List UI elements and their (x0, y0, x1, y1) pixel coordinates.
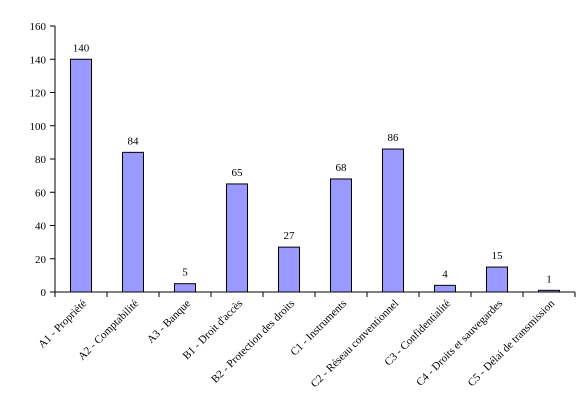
data-label: 140 (73, 42, 90, 54)
category-label: C4 - Droits et sauvegardes (414, 298, 505, 389)
y-tick-label: 0 (41, 287, 47, 299)
y-tick-label: 120 (30, 88, 47, 100)
category-label: C5 - Délai de transmission (466, 297, 558, 389)
y-tick-label: 40 (35, 221, 47, 233)
category-label: C2 - Réseau conventionnel (309, 298, 402, 391)
bar (71, 59, 92, 292)
data-label: 84 (128, 135, 140, 147)
bar (383, 149, 404, 292)
y-tick-label: 80 (35, 154, 47, 166)
data-label: 1 (546, 273, 552, 285)
bar (487, 267, 508, 292)
y-axis: 0 20 40 60 80 100 120 140 160 (30, 21, 56, 299)
data-label: 68 (336, 162, 348, 174)
category-label: A1 - Propriété (36, 298, 89, 351)
data-label: 86 (388, 132, 400, 144)
bar (539, 290, 560, 292)
x-axis (55, 292, 575, 297)
data-label: 65 (232, 167, 244, 179)
data-label: 5 (182, 267, 188, 279)
bar (279, 247, 300, 292)
bar (123, 152, 144, 292)
y-tick-label: 160 (30, 21, 47, 33)
y-tick-label: 140 (30, 54, 47, 66)
bar (227, 184, 248, 292)
category-label: A3 - Banque (145, 298, 193, 346)
data-label: 4 (442, 268, 448, 280)
data-label: 27 (284, 230, 296, 242)
y-tick-label: 100 (30, 121, 47, 133)
y-tick-label: 20 (35, 254, 47, 266)
y-tick-label: 60 (35, 187, 47, 199)
data-label: 15 (492, 250, 504, 262)
bars (71, 59, 560, 292)
data-labels: 140 84 5 65 27 68 86 4 15 1 (73, 42, 552, 285)
bar (331, 179, 352, 292)
bar (175, 284, 196, 292)
bar (435, 285, 456, 292)
